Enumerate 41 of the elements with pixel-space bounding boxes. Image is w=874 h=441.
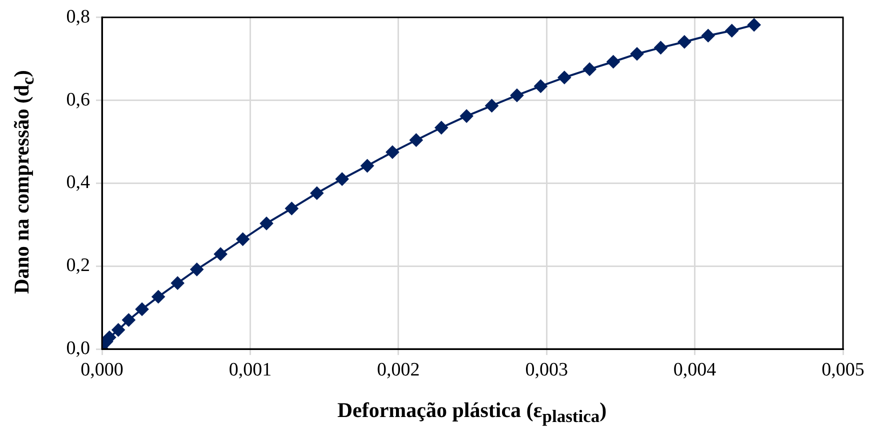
- y-tick-label: 0,2: [66, 255, 90, 276]
- x-tick-label: 0,002: [377, 359, 420, 380]
- y-tick-label: 0,8: [66, 6, 90, 28]
- x-tick-label: 0,000: [80, 359, 124, 380]
- point: [702, 29, 715, 42]
- point: [112, 323, 125, 336]
- x-tick-label: 0,004: [673, 359, 717, 380]
- point: [285, 202, 298, 215]
- point: [136, 302, 149, 316]
- point: [606, 55, 620, 68]
- point: [122, 313, 136, 326]
- point: [152, 290, 165, 304]
- x-tick-label: 0,003: [525, 359, 568, 380]
- point: [654, 41, 668, 54]
- point: [725, 24, 738, 38]
- point: [336, 172, 349, 186]
- point: [410, 134, 423, 147]
- y-tick-label: 0,6: [66, 89, 90, 110]
- point: [510, 88, 524, 102]
- y-tick-label: 0,4: [66, 172, 90, 194]
- y-tick-label: 0,0: [66, 338, 90, 359]
- point: [583, 62, 596, 76]
- point: [748, 18, 761, 32]
- point: [460, 110, 474, 123]
- point: [310, 186, 324, 200]
- x-tick-label: 0,001: [228, 359, 272, 380]
- point: [360, 159, 374, 172]
- point: [386, 146, 399, 159]
- x-tick-label: 0,005: [822, 359, 864, 380]
- point: [260, 216, 273, 230]
- point: [434, 121, 448, 134]
- point: [236, 232, 250, 246]
- x-axis-title: Deformação plástica (ε$_{plastica}$): [337, 398, 607, 428]
- point: [214, 248, 228, 261]
- point: [534, 80, 548, 93]
- point: [485, 99, 498, 112]
- point: [678, 35, 691, 48]
- point: [630, 47, 644, 60]
- point: [190, 262, 204, 276]
- point: [171, 276, 184, 290]
- point: [558, 71, 571, 84]
